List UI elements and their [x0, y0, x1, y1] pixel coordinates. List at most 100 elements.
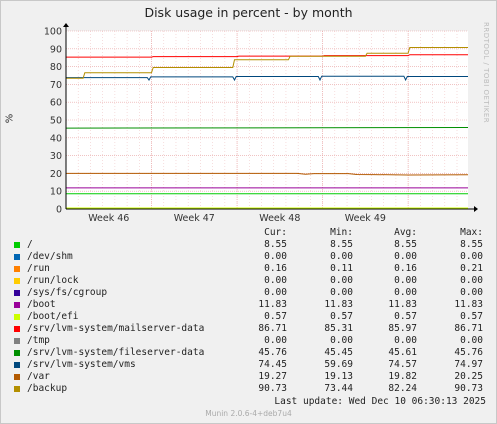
rrdtool-credit: RRDTOOL / TOBI OETIKER	[482, 22, 490, 124]
legend-min: 11.83	[324, 299, 353, 310]
legend-max: 45.76	[454, 347, 483, 358]
header-max: Max:	[460, 227, 483, 238]
legend-row: /var 19.27 19.13 19.82 20.25	[12, 371, 487, 383]
legend-label: /dev/shm	[27, 251, 73, 262]
legend-row: /srv/lvm-system/fileserver-data 45.76 45.4…	[12, 347, 487, 359]
legend-max: 0.00	[460, 335, 483, 346]
x-tick-label: Week 48	[259, 213, 300, 224]
legend-min: 85.31	[324, 323, 353, 334]
legend-max: 0.57	[460, 311, 483, 322]
legend-swatch	[14, 290, 20, 296]
legend-cur: 0.00	[264, 275, 287, 286]
series-line	[65, 127, 469, 129]
legend-cur: 0.00	[264, 251, 287, 262]
chart-title: Disk usage in percent - by month	[144, 5, 353, 20]
legend-row: /srv/lvm-system/mailserver-data 86.71 85.3…	[12, 323, 487, 335]
x-tick-label: Week 49	[345, 213, 386, 224]
legend-avg: 8.55	[394, 239, 417, 250]
x-tick-label: Week 47	[174, 213, 215, 224]
legend-avg: 19.82	[388, 371, 417, 382]
legend-swatch	[14, 362, 20, 368]
legend-row: /tmp 0.00 0.00 0.00 0.00	[12, 335, 487, 347]
legend-label: /run	[27, 263, 50, 274]
legend-swatch	[14, 302, 20, 308]
legend-cur: 11.83	[258, 299, 287, 310]
y-tick-label: 80	[50, 62, 62, 73]
legend-swatch	[14, 278, 20, 284]
legend-label: /tmp	[27, 335, 50, 346]
legend-avg: 74.57	[388, 359, 417, 370]
legend-avg: 0.00	[394, 275, 417, 286]
series-line	[66, 47, 468, 79]
legend-row: /sys/fs/cgroup 0.00 0.00 0.00 0.00	[12, 287, 487, 299]
header-min: Min:	[330, 227, 353, 238]
legend-label: /backup	[27, 383, 68, 394]
legend-swatch	[14, 350, 20, 356]
legend-header-row: Cur: Min: Avg: Max:	[12, 227, 487, 239]
legend-swatch	[14, 326, 20, 332]
legend-row: /boot/efi 0.57 0.57 0.57 0.57	[12, 311, 487, 323]
legend-swatch	[14, 242, 20, 248]
legend-row: /dev/shm 0.00 0.00 0.00 0.00	[12, 251, 487, 263]
legend-swatch	[14, 266, 20, 272]
legend-table: Cur: Min: Avg: Max: / 8.55 8.55 8.55 8.55/de…	[12, 227, 487, 395]
legend-avg: 85.97	[388, 323, 417, 334]
legend-avg: 0.00	[394, 251, 417, 262]
legend-label: /sys/fs/cgroup	[27, 287, 108, 298]
series-line	[66, 75, 468, 82]
y-tick-label: 60	[50, 98, 62, 109]
legend-row: /run/lock 0.00 0.00 0.00 0.00	[12, 275, 487, 287]
series-line	[66, 172, 469, 176]
legend-cur: 86.71	[258, 323, 287, 334]
legend-swatch	[14, 374, 20, 380]
legend-swatch	[14, 338, 20, 344]
munin-version: Munin 2.0.6-4+deb7u4	[205, 409, 292, 418]
legend-avg: 11.83	[388, 299, 417, 310]
legend-max: 8.55	[460, 239, 483, 250]
last-update: Last update: Wed Dec 10 06:30:13 2025	[274, 396, 486, 407]
legend-avg: 0.57	[394, 311, 417, 322]
y-tick-label: 30	[50, 151, 62, 162]
legend-avg: 0.00	[394, 335, 417, 346]
legend-row: / 8.55 8.55 8.55 8.55	[12, 239, 487, 251]
legend-min: 0.00	[330, 251, 353, 262]
legend-cur: 0.00	[264, 287, 287, 298]
y-tick-label: 0	[56, 205, 62, 216]
chart-plot: 0 10 20 30 40 50 60 70 80 90 100 Week 46 Week 47 Week…	[44, 23, 478, 224]
legend-max: 11.83	[454, 299, 483, 310]
y-tick-label: 90	[50, 44, 62, 55]
legend-cur: 0.16	[264, 263, 287, 274]
legend-min: 0.00	[330, 275, 353, 286]
legend-max: 0.00	[460, 251, 483, 262]
legend-row: /srv/lvm-system/vms 74.45 59.69 74.57 74.97	[12, 359, 487, 371]
legend-max: 0.21	[460, 263, 483, 274]
legend-avg: 82.24	[388, 383, 417, 394]
legend-min: 8.55	[330, 239, 353, 250]
legend-avg: 45.61	[388, 347, 417, 358]
y-tick-label: 70	[50, 80, 62, 91]
legend-avg: 0.16	[394, 263, 417, 274]
legend-cur: 8.55	[264, 239, 287, 250]
header-avg: Avg:	[394, 227, 417, 238]
legend-min: 45.45	[324, 347, 353, 358]
legend-cur: 0.57	[264, 311, 287, 322]
legend-max: 0.00	[460, 287, 483, 298]
legend-row: /run 0.16 0.11 0.16 0.21	[12, 263, 487, 275]
x-tick-label: Week 46	[88, 213, 129, 224]
legend-label: /run/lock	[27, 275, 79, 286]
legend-min: 73.44	[324, 383, 353, 394]
legend-label: /	[27, 239, 33, 250]
legend-label: /boot	[27, 299, 56, 310]
legend-cur: 45.76	[258, 347, 287, 358]
y-tick-label: 10	[50, 187, 62, 198]
legend-cur: 74.45	[258, 359, 287, 370]
y-tick-label: 50	[50, 116, 62, 127]
legend-min: 0.00	[330, 287, 353, 298]
legend-cur: 90.73	[258, 383, 287, 394]
legend-min: 0.57	[330, 311, 353, 322]
legend-cur: 19.27	[258, 371, 287, 382]
legend-swatch	[14, 314, 20, 320]
y-tick-label: 100	[44, 27, 62, 38]
legend-label: /srv/lvm-system/fileserver-data	[27, 347, 205, 358]
legend-swatch	[14, 386, 20, 392]
